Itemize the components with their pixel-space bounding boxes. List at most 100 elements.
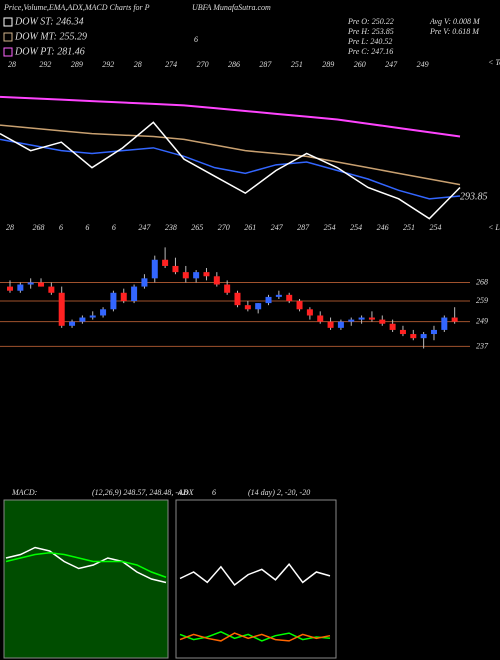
candle-body (172, 265, 179, 273)
macd-line (5, 551, 167, 578)
ema-line (0, 95, 461, 138)
stat: Avg V: 0.008 M (429, 17, 481, 26)
low-label: 28 (6, 223, 14, 232)
top-label: 274 (165, 60, 177, 69)
candle-body (451, 317, 458, 322)
level-label: 237 (476, 341, 489, 350)
low-label: 287 (297, 223, 310, 232)
mark: 6 (194, 35, 198, 44)
low-label: 247 (138, 223, 151, 232)
candle-body (358, 317, 365, 320)
low-label: 238 (165, 223, 177, 232)
candle-body (234, 292, 241, 306)
adx-label: ADX (177, 488, 195, 497)
stat: Pre L: 240.52 (347, 37, 392, 46)
candle-body (48, 286, 55, 293)
macd-label: MACD: (11, 488, 38, 497)
candle-body (151, 259, 158, 279)
low-label: 268 (32, 223, 44, 232)
candle-body (79, 317, 86, 322)
low-label: 6 (112, 223, 116, 232)
ema-line (0, 124, 461, 186)
low-label: 246 (377, 223, 389, 232)
macd-panel (3, 499, 169, 659)
adx-line (179, 563, 331, 587)
top-label: 292 (39, 60, 51, 69)
low-label: 6 (59, 223, 63, 232)
level-label: 268 (476, 277, 488, 286)
legend-swatch (3, 47, 13, 57)
low-label: 265 (191, 223, 203, 232)
candle-body (430, 329, 437, 335)
low-label: 270 (218, 223, 230, 232)
top-label: 249 (417, 60, 429, 69)
candle-body (306, 309, 313, 316)
candle-body (203, 272, 210, 277)
candle-body (275, 294, 282, 297)
stat: Pre V: 0.618 M (429, 27, 480, 36)
adx-value: 6 (212, 488, 216, 497)
low-label: 251 (403, 223, 415, 232)
candle-body (120, 292, 127, 302)
macd-line (5, 546, 167, 584)
candle-body (69, 321, 76, 326)
candle-body (100, 309, 107, 316)
candle-body (317, 315, 324, 322)
candle-body (286, 294, 293, 302)
macd-params: (12,26,9) 248.57, 248.48, -4.8 (92, 488, 188, 497)
candle-body (162, 259, 169, 266)
candle-body (410, 334, 417, 339)
low-label: 254 (350, 223, 362, 232)
candle-body (368, 317, 375, 320)
legend-entry: DOW ST: 246.34 (14, 16, 84, 27)
candle-body (327, 321, 334, 328)
top-label: 28 (134, 60, 142, 69)
level-label: 259 (476, 296, 488, 305)
candle-body (420, 334, 427, 339)
level-label: 249 (476, 316, 488, 325)
low-label: 254 (430, 223, 442, 232)
adx-panel (175, 499, 337, 659)
adx-params: (14 day) 2, -20, -20 (248, 488, 310, 497)
top-tag: < Topa (488, 58, 500, 67)
low-tag: < Lowa (488, 223, 500, 232)
site: UBFA MunafaSutra.com (192, 3, 271, 12)
candle-body (110, 292, 117, 310)
stat: Pre C: 247.16 (347, 47, 393, 56)
legend-swatch (3, 17, 13, 27)
candle-body (337, 321, 344, 328)
top-label: 28 (8, 60, 16, 69)
top-label: 286 (228, 60, 240, 69)
stat: Pre H: 253.85 (347, 27, 394, 36)
candle-body (348, 319, 355, 322)
candle-body (193, 272, 200, 279)
low-label: 247 (271, 223, 284, 232)
ema-line (0, 138, 461, 200)
candle-body (213, 276, 220, 285)
legend-swatch (3, 32, 13, 42)
last-label: 293.85 (460, 191, 488, 202)
candle-body (182, 272, 189, 279)
stat: Pre O: 250.22 (347, 17, 394, 26)
top-label: 251 (291, 60, 303, 69)
candle-body (399, 329, 406, 335)
candle-body (27, 282, 34, 285)
low-label: 261 (244, 223, 256, 232)
top-label: 292 (102, 60, 114, 69)
candle-body (296, 301, 303, 310)
candle-body (255, 303, 262, 310)
top-label: 289 (71, 60, 83, 69)
candle-body (38, 282, 45, 287)
top-label: 260 (354, 60, 366, 69)
top-label: 287 (259, 60, 272, 69)
candle-body (89, 315, 96, 318)
candle-body (58, 292, 65, 326)
ema-line (0, 121, 461, 220)
candle-body (244, 305, 251, 310)
adx-line (179, 632, 331, 642)
candle-body (441, 317, 448, 330)
top-label: 270 (197, 60, 209, 69)
top-label: 289 (322, 60, 334, 69)
candle-body (224, 284, 231, 293)
